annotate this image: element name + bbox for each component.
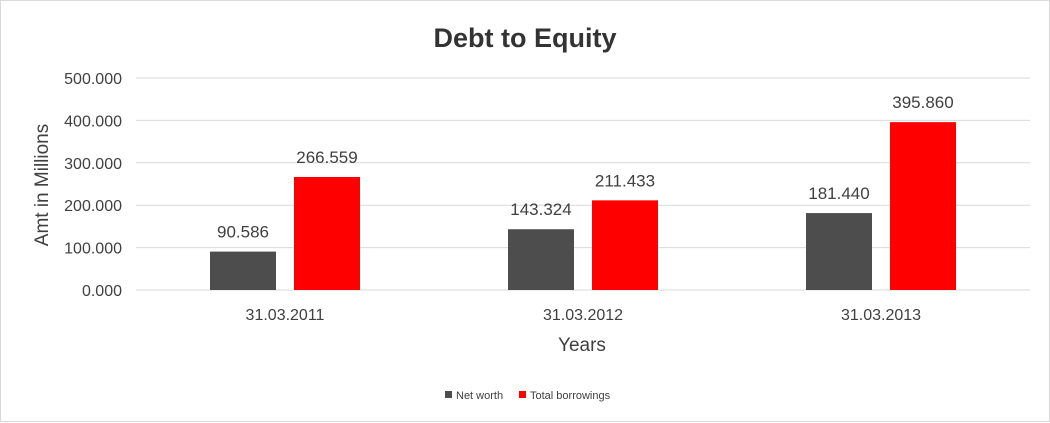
legend-swatch	[519, 391, 526, 398]
data-label: 181.440	[808, 184, 869, 203]
legend: Net worth Total borrowings	[445, 390, 611, 402]
legend-swatch	[445, 391, 452, 398]
bar	[806, 213, 872, 290]
x-tick-label: 31.03.2012	[543, 307, 623, 324]
data-label: 143.324	[510, 200, 571, 219]
y-tick-label: 300.000	[64, 156, 122, 173]
data-label: 90.586	[217, 223, 269, 242]
data-label: 266.559	[296, 148, 357, 167]
y-tick-label: 0.000	[82, 283, 122, 300]
bars	[210, 122, 956, 290]
x-tick-labels: 31.03.2011 31.03.2012 31.03.2013	[246, 307, 922, 324]
y-tick-label: 200.000	[64, 198, 122, 215]
data-labels: 90.586 266.559 143.324 211.433 181.440 395.86…	[217, 93, 954, 241]
legend-label: Net worth	[456, 390, 503, 402]
y-tick-labels: 0.000 100.000 200.000 300.000 400.000 500.000	[64, 71, 122, 300]
legend-label: Total borrowings	[530, 390, 611, 402]
x-axis-title: Years	[558, 335, 606, 356]
x-tick-label: 31.03.2013	[841, 307, 921, 324]
bar	[210, 251, 276, 290]
y-tick-label: 400.000	[64, 113, 122, 130]
y-tick-label: 100.000	[64, 241, 122, 258]
x-tick-label: 31.03.2011	[246, 307, 325, 324]
data-label: 211.433	[595, 171, 655, 190]
bar	[508, 229, 574, 290]
bar	[592, 200, 658, 290]
bar	[890, 122, 956, 290]
chart-title: Debt to Equity	[434, 23, 617, 53]
bar	[294, 176, 360, 290]
gridlines	[136, 77, 1030, 291]
y-axis-title: Amt in Millions	[32, 124, 53, 246]
data-label: 395.860	[892, 93, 953, 112]
y-tick-label: 500.000	[64, 71, 122, 88]
